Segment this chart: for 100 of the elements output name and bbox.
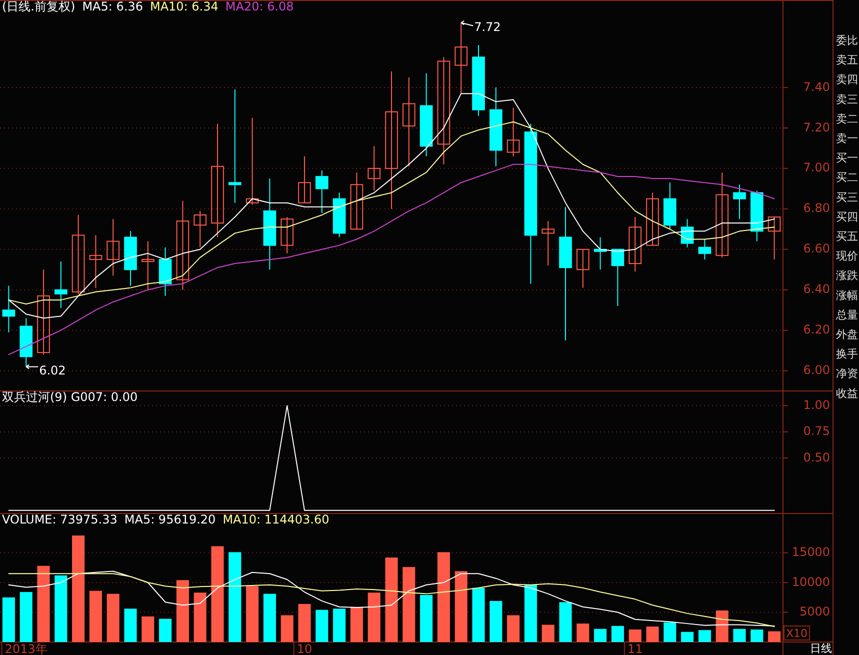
bar: [368, 592, 380, 642]
bar: [559, 602, 572, 642]
text: 换手: [836, 348, 858, 361]
y-tick-label: 6.20: [803, 322, 830, 337]
text: 现价: [836, 250, 858, 263]
bar: [298, 604, 311, 642]
y-tick-label: 7.00: [803, 160, 830, 175]
candlestick: [72, 214, 85, 294]
bar: [54, 575, 68, 642]
text: X10: [786, 627, 808, 640]
bar: [142, 616, 154, 642]
text: 买四: [836, 210, 858, 224]
text: MA10: 6.34: [150, 0, 218, 14]
text: 买二: [836, 171, 858, 184]
y-tick-label: 1.00: [803, 398, 830, 412]
x-tick-label: 10: [296, 642, 312, 655]
candlestick: [106, 218, 120, 276]
text: 买五: [836, 230, 858, 243]
bar: [211, 546, 224, 642]
candlestick: [646, 192, 659, 246]
bar: [124, 608, 137, 642]
bar: [176, 580, 189, 642]
text: 收益: [836, 386, 858, 400]
y-tick-label: 5000: [799, 604, 830, 619]
text: 涨幅: [836, 288, 858, 302]
bar: [350, 606, 363, 642]
candlestick: [368, 146, 381, 192]
candlestick: [454, 22, 468, 94]
candlestick: [89, 234, 102, 288]
candlestick: [733, 184, 746, 220]
candlestick: [437, 56, 450, 165]
y-tick-label: 15000: [792, 545, 830, 560]
bar: [524, 584, 537, 642]
bar: [664, 622, 676, 642]
bar: [542, 624, 554, 642]
chart-title: (日线.前复权): [2, 0, 76, 14]
text: 总量: [835, 308, 858, 322]
bar: [454, 571, 468, 642]
text: 日线: [810, 642, 832, 655]
candlestick: [2, 285, 16, 333]
text: 外盘: [836, 328, 858, 341]
bar: [507, 615, 520, 642]
annotation: 7.72: [474, 20, 501, 34]
y-tick-label: 10000: [792, 574, 830, 589]
text: 净资: [836, 367, 858, 380]
candlestick: [37, 269, 50, 356]
bar: [159, 618, 172, 642]
candlestick: [611, 248, 624, 307]
candlestick: [211, 123, 224, 238]
bar: [437, 552, 450, 642]
y-tick-label: 7.40: [803, 80, 830, 94]
candlestick: [298, 156, 311, 204]
candlestick: [176, 200, 190, 290]
bar: [576, 624, 590, 642]
chart-title: VOLUME: 73975.33: [2, 512, 118, 526]
bar: [37, 566, 50, 642]
candlestick: [385, 70, 398, 210]
bar: [89, 590, 102, 642]
candlestick: [315, 170, 328, 214]
candlestick: [506, 107, 520, 157]
candlestick: [402, 76, 416, 167]
y-tick-label: 0.75: [803, 424, 830, 438]
candlestick: [350, 172, 364, 230]
candlestick: [576, 248, 590, 288]
text: MA5: 95619.20: [124, 512, 216, 526]
candlestick: [194, 210, 207, 248]
y-tick-label: 7.20: [803, 120, 830, 134]
bar: [420, 595, 433, 642]
candlestick: [542, 220, 555, 266]
bar: [263, 594, 276, 642]
x-tick-label: 11: [627, 642, 643, 655]
bar: [316, 610, 328, 642]
candlestick: [768, 216, 781, 260]
bar: [2, 597, 15, 642]
candlestick: [246, 117, 259, 206]
text: 涨跌: [836, 269, 858, 282]
bar: [628, 630, 642, 642]
bar: [472, 588, 485, 642]
bar: [402, 567, 416, 642]
bar: [594, 628, 607, 642]
text: 委比: [836, 34, 858, 47]
y-tick-label: 6.40: [803, 282, 830, 296]
annotation: 6.02: [39, 364, 66, 378]
text: 买三: [836, 190, 858, 204]
bar: [490, 600, 502, 642]
candlestick: [628, 216, 642, 272]
bar: [611, 626, 624, 642]
bar: [698, 630, 711, 642]
text: MA20: 6.08: [225, 0, 294, 14]
candlestick: [141, 240, 154, 290]
line-series: [8, 164, 775, 356]
text: MA5: 6.36: [82, 0, 143, 14]
bar: [246, 586, 259, 642]
y-tick-label: 6.00: [803, 363, 830, 378]
y-tick-label: 6.60: [803, 242, 830, 256]
y-tick-label: 6.80: [803, 201, 830, 216]
bar: [194, 592, 206, 642]
bar: [385, 558, 398, 642]
bar: [333, 608, 346, 642]
x-tick-label: 2013年: [4, 642, 48, 655]
